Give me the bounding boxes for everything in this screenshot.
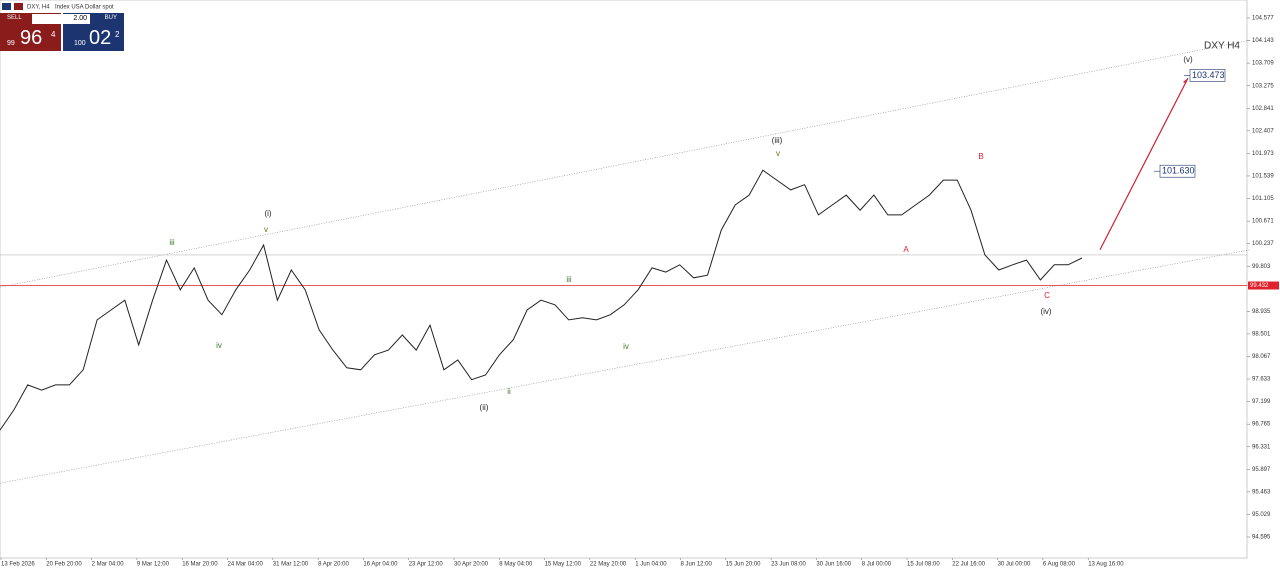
x-tick-label: 30 Apr 20:00 xyxy=(454,562,489,568)
chart-label: DXY H4 xyxy=(1204,41,1240,52)
x-tick-label: 13 Aug 16:00 xyxy=(1088,562,1124,568)
wave-label: ii xyxy=(507,387,511,396)
y-tick-label: 102.407 xyxy=(1252,128,1274,134)
sell-label: SELL xyxy=(7,15,22,21)
x-tick-label: 30 Jun 16:00 xyxy=(816,562,851,568)
buy-price-big: 100 xyxy=(74,40,86,47)
x-tick-label: 2 Mar 04:00 xyxy=(92,562,125,568)
sell-price-frac: 4 xyxy=(51,30,56,39)
trade-panel: SELL 99 96 4 2.00 BUY 100 02 2 xyxy=(0,13,124,51)
y-tick-label: 98.067 xyxy=(1252,354,1271,360)
buy-label: BUY xyxy=(104,15,117,21)
buy-price-frac: 2 xyxy=(115,30,120,39)
x-tick-label: 16 Apr 04:00 xyxy=(363,562,398,568)
y-tick-label: 95.029 xyxy=(1252,512,1271,518)
price-line xyxy=(0,169,1083,431)
y-tick-label: 100.671 xyxy=(1252,219,1274,225)
wave-label: C xyxy=(1044,291,1050,300)
wave-label: (v) xyxy=(1183,55,1193,64)
y-tick-label: 98.501 xyxy=(1252,331,1271,337)
x-tick-label: 23 Apr 12:00 xyxy=(409,562,444,568)
wave-label: B xyxy=(978,152,983,161)
x-tick-label: 8 May 04:00 xyxy=(499,562,533,568)
support-tag xyxy=(1248,281,1279,290)
x-tick-label: 23 Jun 08:00 xyxy=(771,562,806,568)
wave-label: (ii) xyxy=(480,403,489,412)
wave-label: iv xyxy=(623,342,629,351)
projection-arrow xyxy=(1099,77,1189,251)
wave-label: v xyxy=(776,149,780,158)
x-tick-label: 20 Feb 20:00 xyxy=(46,562,82,568)
x-tick-label: 1 Jun 04:00 xyxy=(635,562,667,568)
wave-label: iii xyxy=(169,238,175,247)
x-tick-label: 22 May 20:00 xyxy=(590,562,627,568)
y-tick-label: 95.463 xyxy=(1252,489,1271,495)
sell-button[interactable]: SELL 99 96 4 xyxy=(0,13,61,51)
y-tick-label: 96.765 xyxy=(1252,422,1271,428)
buy-button[interactable]: BUY 100 02 2 xyxy=(63,13,124,51)
y-tick-label: 100.237 xyxy=(1252,241,1274,247)
y-tick-label: 103.709 xyxy=(1252,61,1274,67)
y-tick-label: 102.841 xyxy=(1252,106,1274,112)
sell-price-big: 99 xyxy=(7,40,15,47)
y-tick-label: 101.105 xyxy=(1252,196,1274,202)
x-tick-label: 22 Jul 16:00 xyxy=(952,562,985,568)
x-tick-label: 15 Jun 20:00 xyxy=(726,562,761,568)
target-label: 103.473 xyxy=(1192,70,1225,80)
x-tick-label: 8 Apr 20:00 xyxy=(318,562,349,568)
y-tick-label: 101.539 xyxy=(1252,174,1274,180)
x-tick-label: 8 Jun 12:00 xyxy=(681,562,713,568)
y-tick-label: 98.935 xyxy=(1252,309,1271,315)
y-tick-label: 104.577 xyxy=(1252,16,1274,22)
wave-label: iv xyxy=(216,341,222,350)
sell-price-main: 96 xyxy=(20,27,43,49)
y-tick-label: 97.199 xyxy=(1252,399,1271,405)
symbol: DXY, H4 xyxy=(27,5,50,11)
wave-label: iii xyxy=(566,275,572,284)
wave-label: A xyxy=(903,245,909,254)
x-tick-label: 6 Aug 08:00 xyxy=(1043,562,1076,568)
y-tick-label: 104.143 xyxy=(1252,38,1274,44)
target-box xyxy=(1189,69,1226,82)
y-tick-label: 99.803 xyxy=(1252,264,1271,270)
flag-icon xyxy=(14,3,23,10)
arrow-head xyxy=(1183,78,1188,84)
x-tick-label: 30 Jul 00:00 xyxy=(998,562,1031,568)
x-tick-label: 8 Jul 00:00 xyxy=(862,562,892,568)
x-tick-label: 16 Mar 20:00 xyxy=(182,562,218,568)
x-tick-label: 15 Jul 08:00 xyxy=(907,562,940,568)
x-tick-label: 31 Mar 12:00 xyxy=(273,562,309,568)
y-tick-label: 96.331 xyxy=(1252,444,1271,450)
y-tick-label: 101.973 xyxy=(1252,151,1274,157)
x-tick-label: 24 Mar 04:00 xyxy=(228,562,264,568)
wave-label: v xyxy=(264,225,268,234)
description: Index USA Dollar spot xyxy=(55,5,114,11)
channel-line xyxy=(0,249,1251,484)
buy-price-main: 02 xyxy=(89,27,112,49)
wave-label: (iv) xyxy=(1040,307,1051,316)
wave-label: (i) xyxy=(264,209,271,218)
support-label: 99.432 xyxy=(1250,283,1269,289)
target-label: 101.630 xyxy=(1162,166,1195,176)
lot-input[interactable]: 2.00 xyxy=(32,14,90,24)
y-tick-label: 97.633 xyxy=(1252,377,1271,383)
wave-label: (iii) xyxy=(772,136,783,145)
plot-frame xyxy=(0,0,1248,559)
x-tick-label: 15 May 12:00 xyxy=(545,562,582,568)
y-tick-label: 103.275 xyxy=(1252,83,1274,89)
channel-line xyxy=(0,39,1251,288)
x-tick-label: 9 Mar 12:00 xyxy=(137,562,170,568)
flag-icon xyxy=(2,3,11,10)
y-tick-label: 95.897 xyxy=(1252,467,1271,473)
x-tick-label: 13 Feb 2026 xyxy=(1,562,35,568)
target-box xyxy=(1159,164,1196,178)
y-tick-label: 94.595 xyxy=(1252,535,1271,541)
